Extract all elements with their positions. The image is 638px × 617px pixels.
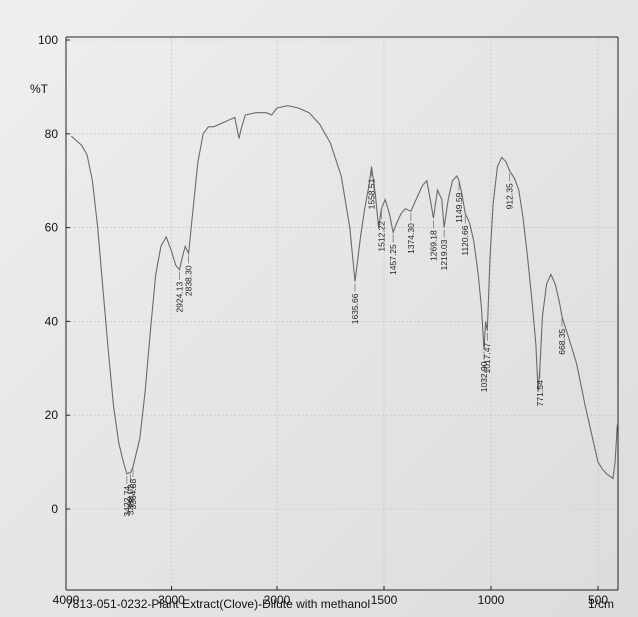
sample-caption: 7813-051-0232-Plant Extract(Clove)-Dilut… <box>66 597 371 611</box>
y-tick-label: 20 <box>45 408 59 422</box>
x-axis-unit: 1/cm <box>588 597 614 611</box>
series <box>70 105 618 480</box>
peak-label: 912.35 <box>505 183 515 209</box>
x-tick-label: 1000 <box>478 593 505 607</box>
axes <box>65 36 619 591</box>
peak-label: 2924.13 <box>175 282 185 313</box>
y-tick-label: 40 <box>45 314 59 328</box>
y-tick-label: 80 <box>45 127 59 141</box>
peak-label: 1032.90 <box>479 361 489 392</box>
x-tick-label: 2000 <box>264 593 291 607</box>
peak-label: 3422.74 <box>122 486 132 517</box>
peak-label: 1269.18 <box>428 230 438 261</box>
peak-label: 3364.88 <box>128 479 138 510</box>
peak-label: 1457.25 <box>388 244 398 275</box>
peak-label: 668.35 <box>557 328 567 354</box>
peak-label: 2838.30 <box>184 265 194 296</box>
y-tick-label: 0 <box>51 502 58 516</box>
grid <box>65 37 618 590</box>
peak-label: 1512.22 <box>376 221 386 252</box>
peak-label: 1558.51 <box>366 178 376 209</box>
tick-labels: 0 20 40 60 80 100 4000 3000 2000 1500 1000 500 <box>38 33 608 607</box>
x-tick-label: 4000 <box>53 593 80 607</box>
y-tick-label: 100 <box>38 33 58 47</box>
y-tick-label: 60 <box>45 221 59 235</box>
spectrum-series-line <box>70 105 618 480</box>
peak-label: 771.54 <box>535 380 545 406</box>
peak-label: 1374.30 <box>406 223 416 254</box>
peak-label: 3388.02 <box>126 484 136 515</box>
x-tick-label: 3000 <box>158 593 185 607</box>
y-axis-label: %T <box>30 82 49 96</box>
peak-label: 1017.47 <box>482 343 492 374</box>
x-tick-label: 500 <box>588 593 608 607</box>
peak-label: 1149.59 <box>454 192 464 222</box>
peak-label: 1635.66 <box>350 293 360 324</box>
peak-label: 1219.03 <box>439 239 449 270</box>
peak-label: 1120.66 <box>460 225 470 255</box>
x-tick-label: 1500 <box>371 593 398 607</box>
